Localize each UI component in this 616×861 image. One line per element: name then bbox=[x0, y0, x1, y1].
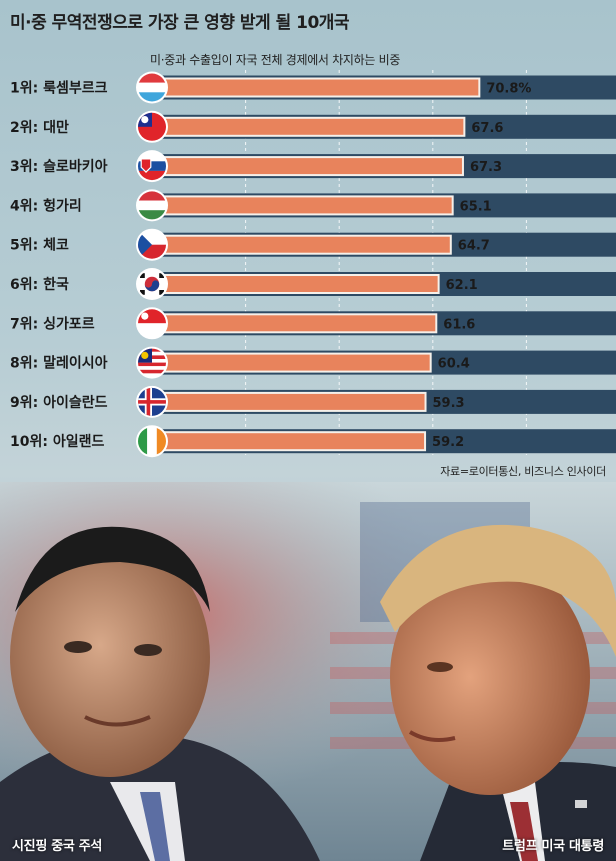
flag-stripe bbox=[147, 427, 157, 456]
flag-clip bbox=[138, 191, 166, 220]
category-label: 2위: 대만 bbox=[10, 120, 69, 136]
value-label: 67.6 bbox=[471, 121, 503, 136]
korea-flag bbox=[138, 270, 166, 298]
category-label: 5위: 체코 bbox=[10, 238, 69, 254]
flag-stripe bbox=[138, 82, 166, 93]
flag-clip bbox=[138, 230, 166, 259]
flag-trigram bbox=[159, 290, 164, 295]
flag-stripe bbox=[156, 427, 166, 456]
chart-title: 미·중 무역전쟁으로 가장 큰 영향 받게 될 10개국 bbox=[10, 13, 350, 33]
flag-clip bbox=[138, 427, 166, 456]
category-label: 1위: 룩셈부르크 bbox=[10, 80, 108, 97]
flag-stripe bbox=[138, 362, 166, 367]
flag-taeguk-blue bbox=[144, 280, 160, 292]
flag-stripe bbox=[138, 152, 166, 162]
value-label: 62.1 bbox=[446, 278, 478, 293]
flag-shield bbox=[140, 158, 152, 173]
flag-scale bbox=[138, 191, 166, 220]
flag-stripe bbox=[138, 369, 166, 374]
bar bbox=[147, 352, 432, 373]
flag-stripe bbox=[138, 200, 166, 211]
flag-stripe bbox=[138, 210, 166, 220]
luxembourg-flag bbox=[138, 73, 166, 102]
bar bbox=[147, 274, 440, 294]
chart-subtitle: 미·중과 수출입이 자국 전체 경제에서 차지하는 비중 bbox=[150, 53, 401, 67]
flag-stripe bbox=[138, 323, 166, 338]
bar bbox=[147, 391, 427, 412]
flag-scale bbox=[138, 152, 166, 181]
flag-clip bbox=[138, 270, 166, 298]
bar bbox=[147, 116, 466, 137]
value-label: 64.7 bbox=[458, 239, 490, 254]
flag-stripe bbox=[138, 373, 166, 377]
flag-clip bbox=[138, 152, 166, 181]
category-label: 8위: 말레이시아 bbox=[10, 355, 108, 372]
bar-chart: 1위: 룩셈부르크 70.8% 2위: 대만 67.6 3위: 슬로바키아 67.3 4위:… bbox=[10, 70, 616, 458]
flag-triangle bbox=[138, 230, 152, 259]
slovakia-flag bbox=[138, 152, 166, 181]
flag-crescent bbox=[141, 351, 149, 359]
flag-scale bbox=[138, 427, 166, 456]
value-label: 59.2 bbox=[432, 435, 464, 450]
flag-stripe bbox=[138, 427, 148, 456]
caption-trump: 트럼프 미국 대통령 bbox=[502, 839, 604, 854]
flag-stripe bbox=[138, 73, 166, 83]
flag-stripe bbox=[138, 92, 166, 102]
category-label: 6위: 한국 bbox=[10, 277, 69, 293]
flag-scale bbox=[138, 387, 166, 416]
flag-stripe bbox=[138, 161, 166, 171]
bar bbox=[147, 313, 438, 334]
flag-stripe bbox=[138, 366, 166, 370]
value-label: 70.8% bbox=[486, 82, 531, 97]
hungary-flag bbox=[138, 191, 166, 220]
malaysia-flag bbox=[138, 348, 166, 377]
flag-cross bbox=[138, 400, 166, 404]
leaders-photo bbox=[0, 482, 616, 861]
flag-stripe bbox=[138, 191, 166, 201]
flag-clip bbox=[138, 387, 166, 416]
iceland-flag bbox=[138, 387, 166, 416]
caption-xi: 시진핑 중국 주석 bbox=[12, 839, 103, 854]
singapore-flag bbox=[138, 309, 166, 338]
ireland-flag bbox=[138, 427, 166, 456]
flag-clip bbox=[138, 309, 166, 338]
flag-scale bbox=[138, 270, 166, 298]
category-label: 7위: 싱가포르 bbox=[10, 316, 95, 332]
czech-flag bbox=[138, 230, 166, 259]
flag-scale bbox=[138, 230, 166, 259]
flag-clip bbox=[138, 348, 166, 377]
flag-clip bbox=[138, 73, 166, 102]
value-label: 67.3 bbox=[470, 160, 502, 175]
value-label: 60.4 bbox=[438, 357, 470, 372]
category-label: 3위: 슬로바키아 bbox=[10, 158, 108, 175]
flag-scale bbox=[138, 309, 166, 338]
category-label: 9위: 아이슬란드 bbox=[10, 394, 108, 411]
flag-trigram bbox=[140, 273, 145, 278]
flag-scale bbox=[138, 348, 166, 377]
flag-stripe bbox=[138, 170, 166, 181]
category-label: 4위: 헝가리 bbox=[10, 197, 82, 214]
value-label: 65.1 bbox=[460, 199, 492, 214]
flag-sun bbox=[141, 116, 149, 124]
category-label: 10위: 아일랜드 bbox=[10, 433, 104, 450]
value-label: 61.6 bbox=[443, 317, 475, 332]
bar bbox=[147, 195, 454, 216]
bar bbox=[147, 234, 452, 255]
flag-trigram bbox=[159, 273, 164, 278]
bar bbox=[147, 156, 464, 177]
flag-cross bbox=[146, 387, 151, 416]
flag-scale bbox=[138, 73, 166, 102]
flag-moon bbox=[141, 312, 149, 320]
bar bbox=[147, 431, 427, 452]
flag-trigram bbox=[140, 290, 145, 295]
source-note: 자료=로이터통신, 비즈니스 인사이더 bbox=[440, 465, 606, 478]
value-label: 59.3 bbox=[433, 396, 465, 411]
bar bbox=[147, 77, 481, 98]
